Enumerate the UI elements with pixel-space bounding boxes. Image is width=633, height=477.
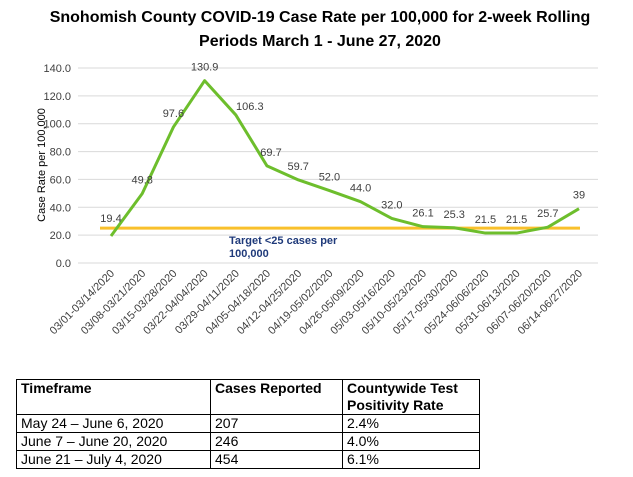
y-tick-label: 40.0	[50, 202, 71, 214]
table-row: June 7 – June 20, 2020 246 4.0%	[16, 432, 480, 451]
data-label: 97.6	[163, 108, 184, 120]
data-label: 106.3	[236, 101, 264, 113]
cell: 4.0%	[342, 432, 480, 451]
cell: 246	[210, 432, 343, 451]
chart-title: Snohomish County COVID-19 Case Rate per …	[49, 9, 591, 50]
data-label: 26.1	[412, 208, 433, 220]
data-label: 49.8	[131, 175, 152, 187]
header-timeframe: Timeframe	[16, 379, 211, 415]
case-rate-line	[109, 79, 580, 237]
y-tick-label: 80.0	[50, 147, 71, 159]
table-header-row: Timeframe Cases Reported Countywide Test…	[16, 379, 480, 415]
data-label: 32.0	[381, 199, 402, 211]
data-label: 19.4	[100, 213, 121, 225]
case-summary-table: Timeframe Cases Reported Countywide Test…	[16, 379, 480, 469]
cell: 207	[210, 414, 343, 433]
cell: 6.1%	[342, 450, 480, 469]
table-row: June 21 – July 4, 2020 454 6.1%	[16, 450, 480, 469]
data-label: 25.3	[443, 209, 464, 221]
header-cases: Cases Reported	[210, 379, 343, 415]
data-label: 21.5	[506, 214, 527, 226]
line-chart: 0.0 20.0 40.0 60.0 80.0 100.0 120.0 140.0 Case R…	[36, 62, 598, 337]
data-label: 21.5	[475, 214, 496, 226]
data-label: 39	[573, 190, 585, 202]
target-label-line1: Target <25 cases per	[229, 235, 338, 247]
cell: June 21 – July 4, 2020	[16, 450, 211, 469]
cell: May 24 – June 6, 2020	[16, 414, 211, 433]
data-label: 69.7	[260, 147, 281, 159]
cell: 454	[210, 450, 343, 469]
y-tick-label: 60.0	[50, 174, 71, 186]
data-label: 130.9	[191, 62, 219, 74]
y-tick-label: 120.0	[43, 91, 71, 103]
data-label: 52.0	[319, 172, 340, 184]
table-row: May 24 – June 6, 2020 207 2.4%	[16, 414, 480, 433]
data-label: 44.0	[350, 183, 371, 195]
data-label: 59.7	[287, 161, 308, 173]
cell: 2.4%	[342, 414, 480, 433]
y-tick-label: 140.0	[43, 63, 71, 75]
cell: June 7 – June 20, 2020	[16, 432, 211, 451]
y-tick-label: 100.0	[43, 119, 71, 131]
y-tick-label: 20.0	[50, 230, 71, 242]
y-tick-label: 0.0	[56, 258, 71, 270]
target-label-line2: 100,000	[229, 248, 269, 260]
header-positivity: Countywide Test Positivity Rate	[342, 379, 480, 415]
data-label: 25.7	[537, 208, 558, 220]
y-axis-label: Case Rate per 100,000	[36, 108, 48, 222]
